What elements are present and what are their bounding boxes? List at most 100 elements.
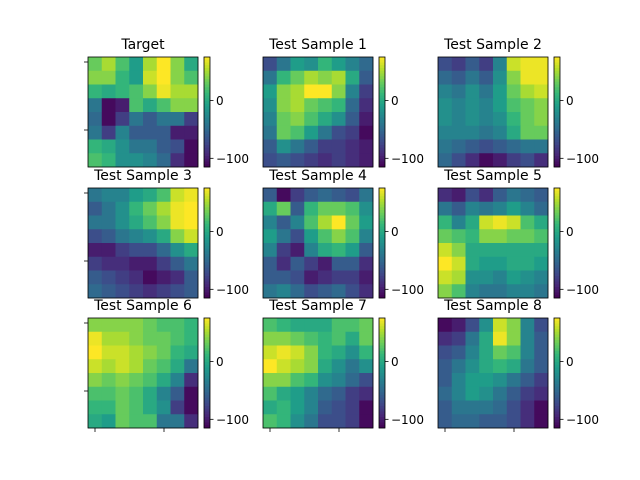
heatmap-cell [451,243,466,258]
colorbar-segment [204,92,210,96]
heatmap-cell [276,270,291,285]
colorbar-segment [379,262,385,266]
heatmap-cell [479,98,494,113]
heatmap-cell [263,98,278,113]
heatmap-cell [184,139,199,154]
heatmap-cell [170,331,185,346]
heatmap-cell [156,84,171,99]
heatmap-cell [451,386,466,401]
heatmap-cell [129,125,144,140]
heatmap-cell [115,188,130,203]
colorbar-segment [554,84,560,88]
colorbar-segment [204,284,210,288]
heatmap-cell [304,139,319,154]
colorbar-segment [554,131,560,135]
colorbar-segment [204,395,210,399]
panel-title: Target [120,37,165,53]
colorbar-segment [204,156,210,160]
heatmap-cell [290,215,305,230]
colorbar-segment [379,329,385,333]
heatmap-cell [479,229,494,244]
heatmap-cell [451,215,466,230]
colorbar-segment [379,381,385,385]
colorbar-segment [204,367,210,371]
heatmap-cell [318,139,333,154]
axes-frame [262,187,374,299]
colorbar-segment [204,397,210,401]
colorbar-segment [379,103,385,107]
heatmap-cell [115,373,130,388]
heatmap-cell [115,318,130,333]
heatmap-cell [438,345,453,360]
heatmap-cell [345,70,360,85]
heatmap-cell [438,188,453,203]
heatmap-cell [493,270,508,285]
heatmap-cell [156,125,171,140]
heatmap-cell [115,284,130,299]
heatmap-cell [438,373,453,388]
heatmap-cell [115,243,130,258]
colorbar-segment [379,142,385,146]
colorbar-segment [204,136,210,140]
colorbar-segment [204,406,210,410]
colorbar-segment [554,76,560,80]
colorbar-segment [379,128,385,132]
heatmap-cell [290,201,305,216]
colorbar-segment [554,120,560,124]
colorbar-segment [554,156,560,160]
heatmap-cell [304,188,319,203]
heatmap-cell [438,284,453,299]
colorbar-segment [554,147,560,151]
heatmap-cell [276,414,291,429]
heatmap-cell [304,201,319,216]
heatmap-cell [290,400,305,415]
heatmap-cell [506,256,521,271]
colorbar-segment [204,417,210,421]
heatmap-cell [101,84,116,99]
colorbar-segment [204,278,210,282]
colorbar-segment [204,240,210,244]
colorbar-segment [379,320,385,324]
colorbar-segment [204,267,210,271]
heatmap-cell [318,125,333,140]
heatmap-cell [493,57,508,72]
colorbar-segment [379,150,385,154]
heatmap-cell [331,359,346,374]
colorbar-segment [204,131,210,135]
colorbar-segment [379,57,385,61]
colorbar-segment [554,139,560,143]
heatmap-cell [101,400,116,415]
colorbar-segment [554,267,560,271]
colorbar-segment [554,229,560,233]
heatmap-cell [88,331,103,346]
heatmap-cell [506,270,521,285]
heatmap-cell [451,345,466,360]
heatmap-cell [534,188,549,203]
colorbar-segment [204,223,210,227]
colorbar-segment [204,353,210,357]
colorbar-segment [204,207,210,211]
colorbar-segment [379,373,385,377]
colorbar-segment [379,131,385,135]
heatmap-cell [304,70,319,85]
colorbar-segment [379,109,385,113]
colorbar-segment [379,62,385,66]
heatmap-cell [143,57,158,72]
heatmap-cell [318,359,333,374]
heatmap-cell [465,331,480,346]
heatmap-cell [290,345,305,360]
heatmap-cell [129,414,144,429]
heatmap-cell [520,229,535,244]
colorbar-segment [379,136,385,140]
colorbar-segment [379,364,385,368]
colorbar-segment [204,218,210,222]
heatmap-cell [143,201,158,216]
colorbar-segment [204,237,210,241]
heatmap-cell [359,188,374,203]
colorbar-segment [554,114,560,118]
colorbar-segment [379,284,385,288]
colorbar-segment [379,92,385,96]
heatmap-cell [331,70,346,85]
heatmap-cell [318,270,333,285]
heatmap-cell [359,400,374,415]
